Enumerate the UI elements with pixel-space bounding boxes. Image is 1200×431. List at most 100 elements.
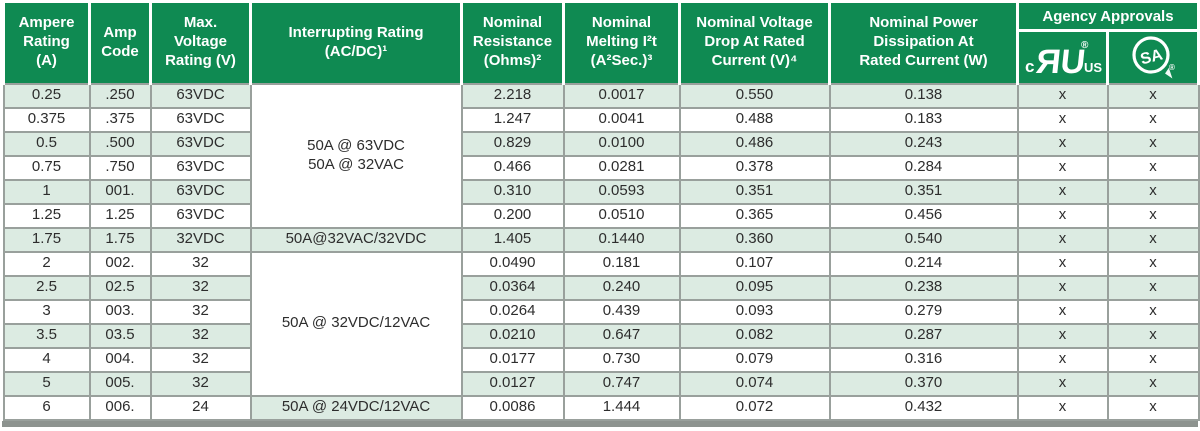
cell-code: .250 [88,82,152,109]
cell-resistance: 0.310 [460,178,565,205]
cell-power: 0.284 [828,154,1019,181]
cell-ul-approval: x [1016,250,1109,277]
cell-ampere: 2 [2,250,91,277]
cell-resistance: 0.0364 [460,274,565,301]
agency-approvals-header: Agency Approvals [1016,0,1200,31]
spec-table: Ampere Rating (A) Amp Code Max. Voltage … [2,0,1200,421]
cell-code: .500 [88,130,152,157]
table-row: 2.5 02.5 32 0.0364 0.240 0.095 0.238 x x [2,274,1200,301]
cell-ampere: 1.75 [2,226,91,253]
col-header-voltage-drop: Nominal Voltage Drop At Rated Current (V… [678,0,831,84]
table-row: 4 004. 32 0.0177 0.730 0.079 0.316 x x [2,346,1200,373]
cell-power: 0.183 [828,106,1019,133]
cell-csa-approval: x [1106,130,1200,157]
cell-code: 1.25 [88,202,152,229]
cell-melting: 0.0593 [562,178,681,205]
table-row: 3.5 03.5 32 0.0210 0.647 0.082 0.287 x x [2,322,1200,349]
table-row: 2 002. 32 50A @ 32VDC/12VAC 0.0490 0.181 0.107… [2,250,1200,397]
table-row: 0.5.500 63VDC 0.829 0.0100 0.486 0.243 x x [2,130,1200,157]
cell-resistance: 0.0264 [460,298,565,325]
cell-code: 1.75 [88,226,152,253]
csa-icon: SA ® [1132,36,1175,79]
cell-resistance: 2.218 [460,82,565,109]
cell-ul-approval: x [1016,346,1109,373]
table-row: 0.375.375 63VDC 1.247 0.0041 0.488 0.183 x x [2,106,1200,133]
cell-voltage: 63VDC [149,130,252,157]
cell-resistance: 0.0127 [460,370,565,397]
col-header-label: Nominal Voltage Drop At Rated Current (V… [696,14,813,70]
svg-text:c: c [1025,57,1034,76]
cell-voltage: 32 [149,250,252,277]
cell-interrupting-rating: 50A @ 24VDC/12VAC [249,394,463,421]
col-header-power-dissipation: Nominal Power Dissipation At Rated Curre… [828,0,1019,84]
cell-power: 0.432 [828,394,1019,421]
col-header-interrupting-rating: Interrupting Rating (AC/DC)¹ [249,0,463,84]
cell-ul-approval: x [1016,394,1109,421]
cell-resistance: 0.0086 [460,394,565,421]
cell-power: 0.351 [828,178,1019,205]
cell-csa-approval: x [1106,370,1200,397]
cell-ampere: 1 [2,178,91,205]
cell-ampere: 2.5 [2,274,91,301]
cell-vdrop: 0.488 [678,106,831,133]
cell-voltage: 32 [149,274,252,301]
col-header-label: Nominal Melting I²t (A²Sec.)³ [586,14,657,70]
cell-csa-approval: x [1106,202,1200,229]
cell-ul-approval: x [1016,130,1109,157]
cell-resistance: 0.829 [460,130,565,157]
header-row-agency-logos: c ЯU ® US SA ® [4,29,1200,84]
cell-melting: 0.439 [562,298,681,325]
cell-vdrop: 0.550 [678,82,831,109]
col-header-nominal-melting: Nominal Melting I²t (A²Sec.)³ [562,0,681,84]
cell-vdrop: 0.074 [678,370,831,397]
cell-ampere: 5 [2,370,91,397]
cell-ul-approval: x [1016,202,1109,229]
col-header-label: Amp Code [101,23,139,60]
cell-ampere: 3 [2,298,91,325]
cell-csa-approval: x [1106,82,1200,109]
cell-vdrop: 0.079 [678,346,831,373]
cell-vdrop: 0.360 [678,226,831,253]
cell-voltage: 32 [149,298,252,325]
cell-vdrop: 0.378 [678,154,831,181]
cell-voltage: 32 [149,346,252,373]
cell-interrupting-rating: 50A @ 63VDC 50A @ 32VAC [249,82,463,229]
cell-ampere: 3.5 [2,322,91,349]
cell-power: 0.456 [828,202,1019,229]
cell-power: 0.238 [828,274,1019,301]
cell-melting: 0.730 [562,346,681,373]
cell-vdrop: 0.351 [678,178,831,205]
cell-resistance: 0.0490 [460,250,565,277]
cell-resistance: 0.200 [460,202,565,229]
cell-power: 0.370 [828,370,1019,397]
table-row: 1.75 1.75 32VDC 50A@32VAC/32VDC 1.405 0.1440 0… [2,226,1200,253]
cell-resistance: 0.0210 [460,322,565,349]
table-row: 3 003. 32 0.0264 0.439 0.093 0.279 x x [2,298,1200,325]
cell-interrupting-rating: 50A@32VAC/32VDC [249,226,463,253]
table-row: 5 005. 32 0.0127 0.747 0.074 0.370 x x [2,370,1200,397]
cell-voltage: 32 [149,370,252,397]
cell-voltage: 63VDC [149,154,252,181]
table-body: 0.25.250 63VDC 50A @ 63VDC 50A @ 32VAC 2.21… [2,82,1200,421]
cell-code: 002. [88,250,152,277]
cell-code: 03.5 [88,322,152,349]
cell-resistance: 1.405 [460,226,565,253]
table-row: 0.75.750 63VDC 0.466 0.0281 0.378 0.284 x x [2,154,1200,181]
cell-csa-approval: x [1106,394,1200,421]
cell-melting: 0.747 [562,370,681,397]
cell-resistance: 0.466 [460,154,565,181]
cell-csa-approval: x [1106,178,1200,205]
cell-ul-approval: x [1016,226,1109,253]
cell-code: .375 [88,106,152,133]
cell-csa-approval: x [1106,298,1200,325]
cell-melting: 1.444 [562,394,681,421]
cell-ampere: 0.375 [2,106,91,133]
cell-ul-approval: x [1016,298,1109,325]
col-header-label: Nominal Power Dissipation At Rated Curre… [859,14,988,70]
cell-power: 0.243 [828,130,1019,157]
cell-ul-approval: x [1016,106,1109,133]
cell-code: 006. [88,394,152,421]
cell-melting: 0.0281 [562,154,681,181]
agency-approvals-label: Agency Approvals [1042,7,1174,25]
